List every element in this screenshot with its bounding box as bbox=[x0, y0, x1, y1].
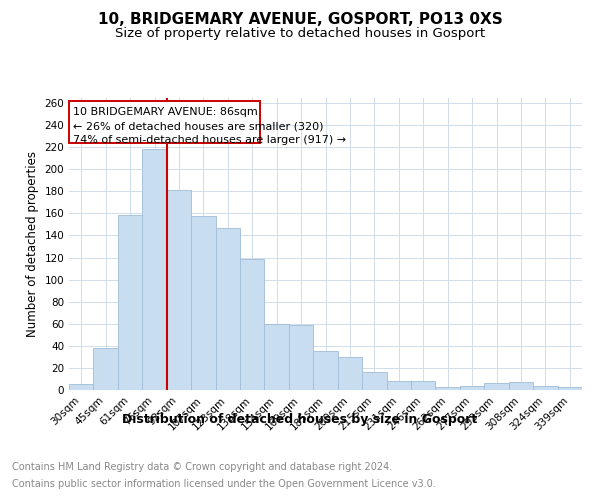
Bar bbox=[94, 348, 118, 390]
Bar bbox=[265, 324, 289, 390]
Bar bbox=[338, 357, 362, 390]
Bar bbox=[313, 352, 338, 390]
Bar bbox=[484, 384, 509, 390]
Text: Contains public sector information licensed under the Open Government Licence v3: Contains public sector information licen… bbox=[12, 479, 436, 489]
Bar bbox=[386, 381, 411, 390]
Bar bbox=[557, 386, 582, 390]
Bar bbox=[191, 216, 215, 390]
Bar bbox=[436, 386, 460, 390]
Bar bbox=[69, 384, 94, 390]
Text: 10, BRIDGEMARY AVENUE, GOSPORT, PO13 0XS: 10, BRIDGEMARY AVENUE, GOSPORT, PO13 0XS bbox=[98, 12, 502, 28]
Bar bbox=[118, 214, 142, 390]
Text: Distribution of detached houses by size in Gosport: Distribution of detached houses by size … bbox=[122, 412, 478, 426]
Bar bbox=[167, 190, 191, 390]
Bar bbox=[362, 372, 386, 390]
Bar bbox=[460, 386, 484, 390]
Bar bbox=[411, 381, 436, 390]
Bar bbox=[240, 258, 265, 390]
Bar bbox=[533, 386, 557, 390]
Text: Size of property relative to detached houses in Gosport: Size of property relative to detached ho… bbox=[115, 28, 485, 40]
Y-axis label: Number of detached properties: Number of detached properties bbox=[26, 151, 39, 337]
Bar bbox=[142, 150, 167, 390]
Text: 10 BRIDGEMARY AVENUE: 86sqm: 10 BRIDGEMARY AVENUE: 86sqm bbox=[73, 108, 257, 118]
Bar bbox=[289, 325, 313, 390]
Text: 74% of semi-detached houses are larger (917) →: 74% of semi-detached houses are larger (… bbox=[73, 135, 346, 145]
FancyBboxPatch shape bbox=[69, 101, 260, 143]
Text: Contains HM Land Registry data © Crown copyright and database right 2024.: Contains HM Land Registry data © Crown c… bbox=[12, 462, 392, 472]
Bar bbox=[215, 228, 240, 390]
Text: ← 26% of detached houses are smaller (320): ← 26% of detached houses are smaller (32… bbox=[73, 121, 323, 131]
Bar bbox=[509, 382, 533, 390]
